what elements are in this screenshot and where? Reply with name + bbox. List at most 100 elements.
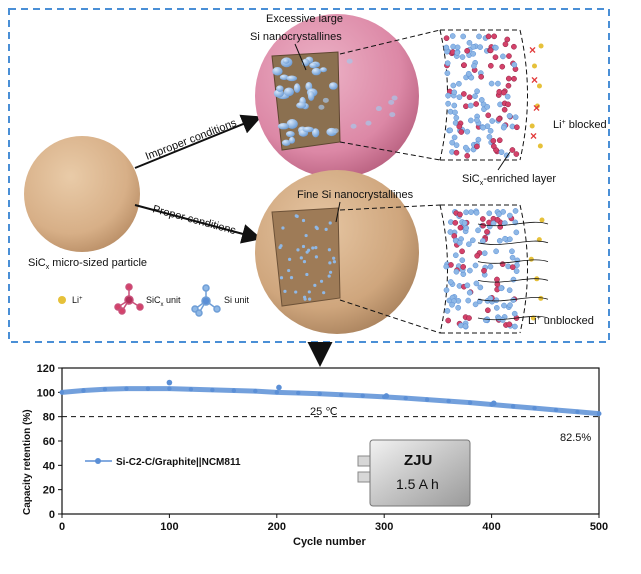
si-crystal: [311, 246, 315, 250]
data-point: [510, 404, 516, 409]
si-unit: [512, 323, 518, 330]
li-ion: [538, 295, 544, 301]
li-path: [477, 315, 549, 321]
data-point: [575, 409, 580, 414]
svg-text:×: ×: [531, 73, 538, 87]
fine-si-nanocrystals: [278, 214, 337, 301]
sicx-unit: [505, 82, 512, 89]
sicx-unit: [480, 222, 486, 229]
si-crystal: [318, 104, 325, 110]
si-crystal: [322, 97, 329, 103]
si-crystal: [327, 248, 331, 252]
schematic-legend: Li+ SiCx unit Si unit: [58, 283, 250, 317]
sicx-unit: [490, 138, 497, 144]
si-crystal: [294, 290, 298, 294]
si-unit: [513, 229, 520, 236]
si-crystal: [314, 255, 318, 259]
si-crystal: [308, 297, 312, 301]
si-unit: [461, 220, 468, 226]
si-crystal: [289, 276, 294, 280]
si-unit: [452, 109, 458, 116]
si-unit: [509, 248, 515, 255]
sicx-unit: [492, 54, 499, 61]
si-crystal: [315, 226, 319, 231]
chart-legend: Si-C2-C/Graphite||NCM811: [85, 457, 241, 468]
si-unit: [498, 285, 505, 292]
si-unit: [487, 295, 494, 302]
sicx-unit: [496, 137, 503, 144]
si-unit: [451, 89, 458, 96]
sicx-unit: [511, 43, 517, 50]
si-crystal: [332, 260, 337, 264]
si-crystal: [319, 279, 324, 283]
si-unit: [486, 210, 493, 217]
si-crystal: [314, 246, 318, 250]
si-unit: [513, 268, 520, 274]
data-point: [231, 388, 237, 393]
si-unit: [452, 252, 459, 259]
svg-text:×: ×: [529, 43, 536, 57]
si-unit: [444, 60, 451, 67]
sicx-unit: [513, 151, 520, 157]
si-unit: [507, 236, 513, 243]
sic-legend-label: SiCx unit: [146, 295, 181, 308]
si-crystal: [283, 289, 287, 293]
si-unit: [459, 54, 466, 60]
capacity-chart: 0 20 40 60 80 100 120 0 100 200 300 400 500 25 ℃ 82…: [22, 363, 608, 548]
si-unit: [459, 257, 466, 264]
si-unit: [466, 289, 473, 296]
si-unit: [509, 254, 516, 261]
li-legend-label: Li+: [72, 295, 83, 305]
si-unit: [498, 149, 505, 156]
x-tick-label: 300: [375, 521, 393, 533]
si-unit: [450, 82, 457, 89]
si-unit: [484, 103, 491, 110]
si-unit: [470, 50, 477, 57]
si-crystal: [313, 283, 317, 287]
si-crystal: [288, 136, 296, 144]
si-unit: [445, 92, 451, 99]
si-crystal: [311, 128, 320, 138]
sicx-unit: [474, 143, 480, 150]
si-unit: [502, 235, 508, 242]
si-unit: [500, 209, 506, 215]
large-si-nanocrystals: [272, 56, 398, 146]
si-unit-icon: [191, 284, 221, 317]
sicx-unit: [459, 248, 465, 255]
si-unit: [453, 142, 460, 149]
excessive-label: Excessive large: [266, 13, 343, 25]
si-crystal: [296, 102, 307, 109]
si-crystal: [281, 139, 291, 146]
sicx-unit: [464, 47, 470, 54]
si-crystal: [288, 257, 292, 261]
sicx-unit: [485, 112, 492, 119]
sicx-unit: [506, 53, 512, 59]
li-path: [477, 221, 549, 227]
sicx-unit: [505, 75, 512, 82]
si-unit: [456, 80, 462, 87]
si-crystal: [389, 112, 396, 118]
sicx-unit: [514, 124, 520, 131]
si-unit: [469, 237, 476, 244]
series-outliers: [166, 379, 497, 407]
y-tick-label: 20: [43, 485, 55, 497]
si-unit: [487, 263, 494, 270]
li-ion: [529, 123, 535, 129]
sicx-unit: [499, 261, 506, 268]
fine-si-leader: [335, 201, 341, 223]
outlier-point: [166, 379, 173, 386]
si-crystal: [282, 58, 290, 64]
si-crystal: [302, 259, 307, 264]
sicx-unit: [453, 149, 460, 156]
si-unit: [474, 88, 480, 95]
si-crystal: [305, 272, 309, 277]
si-unit: [468, 117, 474, 124]
pouch-cell-photo: ZJU 1.5 A h: [357, 439, 471, 507]
sicx-unit: [484, 229, 490, 235]
y-tick-label: 120: [37, 363, 55, 375]
si-unit: [467, 102, 474, 109]
data-point: [145, 386, 151, 391]
li-ion: [539, 217, 545, 223]
li-ion: [534, 103, 540, 109]
